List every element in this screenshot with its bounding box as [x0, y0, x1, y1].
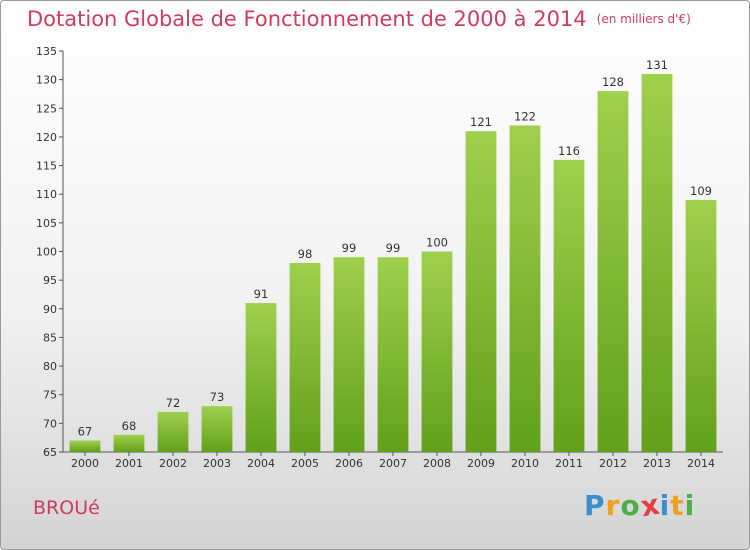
y-tick-label: 135 — [36, 45, 57, 58]
logo-letter: P — [584, 489, 606, 522]
y-axis: 65 70 75 80 85 90 95 100 105 110 115 120 125 130 135 — [36, 45, 64, 459]
commune-name: BROUé — [33, 497, 100, 519]
x-tick-label: 2004 — [247, 457, 275, 470]
bar-2003 — [201, 406, 233, 452]
bar-2008 — [421, 251, 453, 452]
y-tick-label: 115 — [36, 160, 57, 173]
logo-letter: o — [620, 489, 641, 522]
y-tick-label: 75 — [43, 389, 57, 402]
bar-2014 — [685, 199, 717, 452]
bar-2012 — [597, 91, 629, 452]
bar-value-label: 98 — [298, 247, 313, 261]
bar-value-label: 99 — [386, 241, 401, 255]
bar-value-label: 121 — [470, 115, 492, 129]
x-tick-label: 2014 — [687, 457, 715, 470]
x-tick-label: 2011 — [555, 457, 583, 470]
bar-value-label: 128 — [602, 75, 624, 89]
y-tick-label: 65 — [43, 446, 57, 459]
bar-2001 — [113, 434, 145, 452]
x-tick-label: 2013 — [643, 457, 671, 470]
y-tick-label: 110 — [36, 188, 57, 201]
x-tick-label: 2003 — [203, 457, 231, 470]
y-tick-label: 95 — [43, 274, 57, 287]
x-tick-label: 2006 — [335, 457, 363, 470]
y-tick-label: 125 — [36, 102, 57, 115]
logo-letter: i — [684, 489, 696, 522]
x-tick-label: 2000 — [71, 457, 99, 470]
bar-value-label: 100 — [426, 236, 448, 250]
y-tick-label: 80 — [43, 360, 57, 373]
bar-2000 — [69, 440, 101, 452]
y-tick-label: 130 — [36, 74, 57, 87]
bar-value-label: 72 — [166, 396, 181, 410]
bar-2006 — [333, 257, 365, 452]
bar-value-label: 131 — [646, 58, 668, 72]
chart-title: Dotation Globale de Fonctionnement de 20… — [27, 7, 691, 31]
bar-2011 — [553, 159, 585, 453]
bar-value-label: 122 — [514, 109, 536, 123]
bar-value-label: 73 — [210, 390, 225, 404]
x-tick-label: 2009 — [467, 457, 495, 470]
bar-2013 — [641, 73, 673, 453]
y-tick-label: 120 — [36, 131, 57, 144]
bar-2010 — [509, 125, 541, 452]
x-tick-label: 2010 — [511, 457, 539, 470]
x-tick-label: 2002 — [159, 457, 187, 470]
bar-2007 — [377, 257, 409, 452]
x-tick-label: 2005 — [291, 457, 319, 470]
bar-2009 — [465, 131, 497, 452]
x-tick-label: 2007 — [379, 457, 407, 470]
chart-subtitle: (en milliers d'€) — [596, 12, 691, 26]
x-tick-label: 2008 — [423, 457, 451, 470]
bar-value-label: 99 — [342, 241, 357, 255]
proxiti-logo[interactable]: Proxiti — [584, 488, 696, 524]
bar-2002 — [157, 411, 189, 452]
logo-letter: i — [659, 489, 671, 522]
bar-2004 — [245, 303, 277, 452]
bar-2005 — [289, 262, 321, 452]
logo-letter: t — [670, 489, 685, 522]
x-tick-label: 2001 — [115, 457, 143, 470]
y-tick-label: 100 — [36, 246, 57, 259]
bar-value-label: 91 — [254, 287, 269, 301]
y-tick-label: 85 — [43, 331, 57, 344]
x-tick-label: 2012 — [599, 457, 627, 470]
bar-value-label: 116 — [558, 144, 580, 158]
x-axis: 2000 2001 2002 2003 2004 2005 2006 2007 2008 2009… — [63, 451, 723, 470]
value-labels-group: 67 68 72 73 91 98 99 99 100 121 122 116 128 131 109 — [78, 58, 712, 439]
y-tick-label: 105 — [36, 217, 57, 230]
logo-letter: r — [605, 489, 621, 522]
bars-group — [69, 73, 717, 453]
bar-value-label: 109 — [690, 184, 712, 198]
y-tick-label: 90 — [43, 303, 57, 316]
chart-title-text: Dotation Globale de Fonctionnement de 20… — [27, 7, 587, 31]
bar-value-label: 67 — [78, 425, 93, 439]
y-tick-label: 70 — [43, 417, 57, 430]
bar-value-label: 68 — [122, 419, 137, 433]
